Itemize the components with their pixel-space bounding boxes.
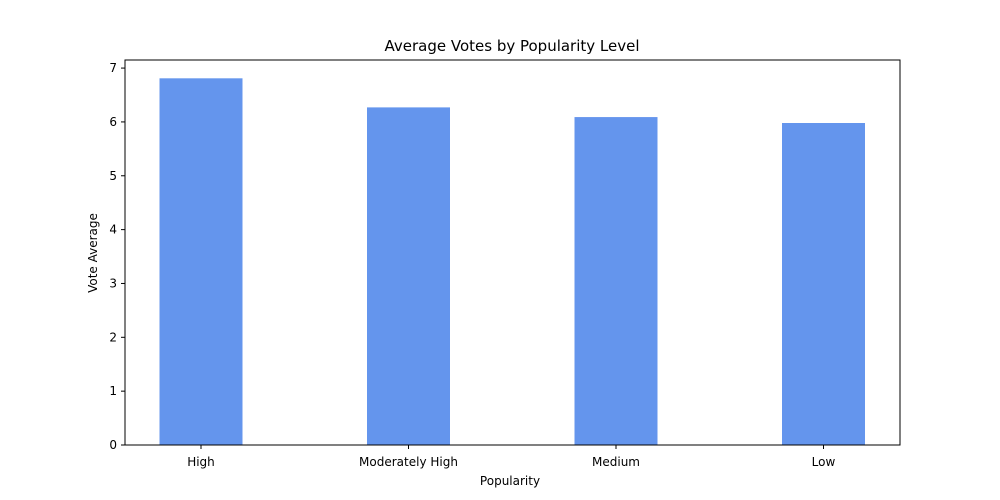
y-tick-label: 4: [109, 223, 117, 237]
bar-moderately-high: [367, 107, 450, 445]
bar-high: [159, 78, 243, 446]
y-tick-label: 7: [109, 61, 117, 75]
x-tick-label: Medium: [592, 455, 640, 469]
y-tick-label: 6: [109, 115, 117, 129]
bars: [159, 78, 865, 446]
y-tick-label: 5: [109, 169, 117, 183]
x-axis-ticks: High Moderately High Medium Low: [187, 445, 835, 469]
x-axis-label: Popularity: [480, 474, 540, 488]
y-tick-label: 1: [109, 384, 117, 398]
chart-title: Average Votes by Popularity Level: [384, 37, 639, 55]
y-axis-label: Vote Average: [86, 213, 100, 293]
y-axis-ticks: 0 1 2 3 4 5 6 7: [109, 61, 125, 452]
bar-low: [782, 123, 865, 445]
y-tick-label: 3: [109, 276, 117, 290]
y-tick-label: 2: [109, 330, 117, 344]
bar-medium: [574, 117, 658, 446]
x-tick-label: High: [187, 455, 215, 469]
plot-frame: [124, 59, 901, 446]
y-tick-label: 0: [109, 438, 117, 452]
x-tick-label: Low: [812, 455, 836, 469]
x-tick-label: Moderately High: [359, 455, 458, 469]
